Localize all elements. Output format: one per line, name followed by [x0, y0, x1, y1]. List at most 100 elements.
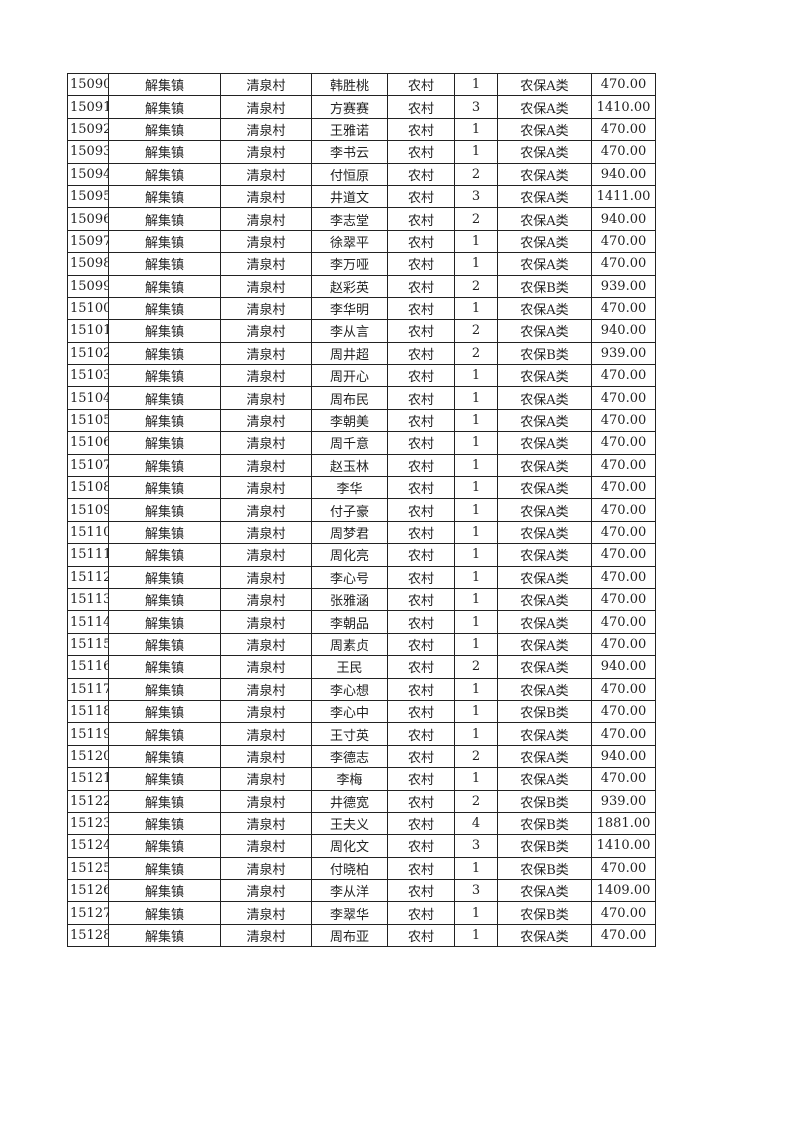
village-cell: 清泉村	[220, 364, 312, 388]
area-type-cell: 农村	[387, 767, 455, 791]
insurance-type-cell: 农保A类	[497, 140, 592, 164]
row-id-cell: 15112	[67, 565, 109, 589]
row-id-cell: 15126	[67, 879, 109, 903]
name-cell: 周化亮	[311, 543, 388, 567]
town-cell: 解集镇	[108, 677, 221, 701]
count-cell: 2	[454, 207, 498, 231]
amount-cell: 1411.00	[591, 184, 656, 209]
amount-cell: 940.00	[591, 655, 656, 679]
town-cell: 解集镇	[108, 543, 221, 567]
name-cell: 周布民	[311, 386, 388, 410]
town-cell: 解集镇	[108, 184, 221, 209]
insurance-type-cell: 农保B类	[497, 901, 592, 925]
area-type-cell: 农村	[387, 72, 455, 97]
name-cell: 周素贞	[311, 632, 388, 657]
row-id-cell: 15090	[67, 72, 109, 97]
row-id-cell: 15122	[67, 789, 109, 813]
name-cell: 赵彩英	[311, 274, 388, 298]
area-type-cell: 农村	[387, 543, 455, 567]
table-row: 15118 解集镇 清泉村 李心中 农村 1 农保B类 470.00	[67, 699, 656, 724]
insurance-type-cell: 农保A类	[497, 543, 592, 567]
name-cell: 李志堂	[311, 207, 388, 231]
village-cell: 清泉村	[220, 655, 312, 679]
insurance-type-cell: 农保B类	[497, 856, 592, 881]
town-cell: 解集镇	[108, 252, 221, 276]
area-type-cell: 农村	[387, 476, 455, 500]
name-cell: 周布亚	[311, 923, 388, 948]
table-row: 15100 解集镇 清泉村 李华明 农村 1 农保A类 470.00	[67, 296, 656, 321]
insurance-type-cell: 农保A类	[497, 923, 592, 948]
village-cell: 清泉村	[220, 229, 312, 254]
count-cell: 2	[454, 744, 498, 769]
name-cell: 李从洋	[311, 879, 388, 903]
village-cell: 清泉村	[220, 95, 312, 119]
village-cell: 清泉村	[220, 699, 312, 724]
area-type-cell: 农村	[387, 274, 455, 298]
count-cell: 2	[454, 274, 498, 298]
count-cell: 3	[454, 184, 498, 209]
insurance-type-cell: 农保A类	[497, 879, 592, 903]
amount-cell: 470.00	[591, 520, 656, 545]
table-row: 15094 解集镇 清泉村 付恒原 农村 2 农保A类 940.00	[67, 162, 656, 186]
town-cell: 解集镇	[108, 476, 221, 500]
table-row: 15096 解集镇 清泉村 李志堂 农村 2 农保A类 940.00	[67, 207, 656, 231]
town-cell: 解集镇	[108, 789, 221, 813]
area-type-cell: 农村	[387, 834, 455, 858]
insurance-type-cell: 农保B类	[497, 811, 592, 836]
row-id-cell: 15092	[67, 117, 109, 142]
count-cell: 2	[454, 319, 498, 343]
insurance-type-cell: 农保A类	[497, 72, 592, 97]
row-id-cell: 15106	[67, 431, 109, 455]
amount-cell: 470.00	[591, 72, 656, 97]
count-cell: 1	[454, 677, 498, 701]
name-cell: 韩胜桃	[311, 72, 388, 97]
table-row: 15127 解集镇 清泉村 李翠华 农村 1 农保B类 470.00	[67, 901, 656, 925]
area-type-cell: 农村	[387, 901, 455, 925]
name-cell: 周井超	[311, 341, 388, 366]
insurance-type-cell: 农保A类	[497, 95, 592, 119]
row-id-cell: 15110	[67, 520, 109, 545]
name-cell: 周梦君	[311, 520, 388, 545]
area-type-cell: 农村	[387, 453, 455, 478]
village-cell: 清泉村	[220, 565, 312, 589]
table-row: 15105 解集镇 清泉村 李朝美 农村 1 农保A类 470.00	[67, 408, 656, 433]
village-cell: 清泉村	[220, 879, 312, 903]
name-cell: 张雅涵	[311, 587, 388, 612]
town-cell: 解集镇	[108, 364, 221, 388]
name-cell: 赵玉林	[311, 453, 388, 478]
name-cell: 方赛赛	[311, 95, 388, 119]
count-cell: 1	[454, 901, 498, 925]
village-cell: 清泉村	[220, 140, 312, 164]
table-row: 15090 解集镇 清泉村 韩胜桃 农村 1 农保A类 470.00	[67, 72, 656, 97]
town-cell: 解集镇	[108, 655, 221, 679]
area-type-cell: 农村	[387, 923, 455, 948]
area-type-cell: 农村	[387, 632, 455, 657]
name-cell: 李心中	[311, 699, 388, 724]
count-cell: 1	[454, 72, 498, 97]
name-cell: 李翠华	[311, 901, 388, 925]
name-cell: 井德宽	[311, 789, 388, 813]
amount-cell: 939.00	[591, 789, 656, 813]
town-cell: 解集镇	[108, 229, 221, 254]
town-cell: 解集镇	[108, 296, 221, 321]
table-row: 15101 解集镇 清泉村 李从言 农村 2 农保A类 940.00	[67, 319, 656, 343]
table-row: 15110 解集镇 清泉村 周梦君 农村 1 农保A类 470.00	[67, 520, 656, 545]
name-cell: 李从言	[311, 319, 388, 343]
count-cell: 1	[454, 229, 498, 254]
table-row: 15109 解集镇 清泉村 付子豪 农村 1 农保A类 470.00	[67, 498, 656, 522]
name-cell: 李朝品	[311, 610, 388, 634]
village-cell: 清泉村	[220, 856, 312, 881]
area-type-cell: 农村	[387, 364, 455, 388]
name-cell: 周千意	[311, 431, 388, 455]
area-type-cell: 农村	[387, 610, 455, 634]
town-cell: 解集镇	[108, 811, 221, 836]
town-cell: 解集镇	[108, 565, 221, 589]
count-cell: 1	[454, 699, 498, 724]
count-cell: 4	[454, 811, 498, 836]
village-cell: 清泉村	[220, 498, 312, 522]
row-id-cell: 15128	[67, 923, 109, 948]
amount-cell: 470.00	[591, 386, 656, 410]
area-type-cell: 农村	[387, 140, 455, 164]
village-cell: 清泉村	[220, 162, 312, 186]
count-cell: 1	[454, 431, 498, 455]
